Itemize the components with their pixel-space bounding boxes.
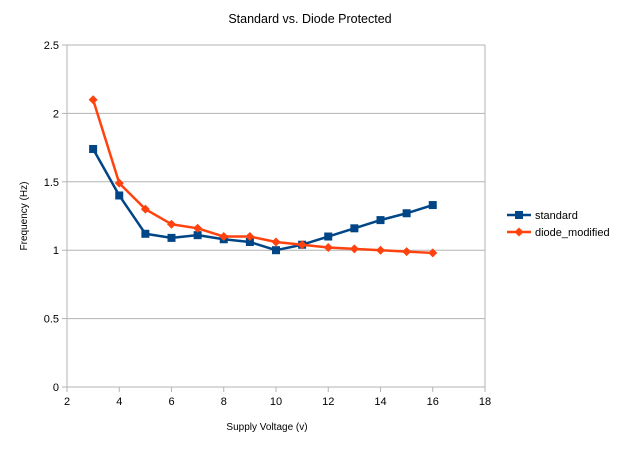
data-point — [245, 232, 255, 242]
data-point — [428, 248, 438, 258]
grid — [67, 44, 485, 388]
x-tick-label: 14 — [374, 396, 386, 408]
y-tick-label: 0 — [53, 382, 59, 394]
y-axis-ticks: 0 0.5 1 1.5 2 2.5 — [44, 40, 67, 394]
data-point — [376, 216, 385, 225]
data-point — [140, 204, 150, 214]
series-line — [92, 148, 434, 252]
data-point — [245, 237, 254, 246]
chart-title: Standard vs. Diode Protected — [228, 12, 391, 26]
data-point — [141, 229, 150, 238]
x-tick-label: 18 — [479, 396, 491, 408]
x-axis-label: Supply Voltage (v) — [226, 422, 307, 433]
x-tick-label: 4 — [116, 396, 122, 408]
data-point — [323, 242, 333, 252]
x-tick-label: 12 — [322, 396, 334, 408]
data-point — [115, 191, 124, 200]
y-tick-label: 0.5 — [44, 314, 59, 326]
legend-item-standard: standard — [507, 210, 578, 222]
data-point — [193, 223, 203, 233]
data-point — [350, 224, 359, 233]
y-tick-label: 1 — [53, 245, 59, 257]
data-point — [167, 219, 176, 229]
x-tick-label: 2 — [64, 396, 70, 408]
data-point — [167, 233, 176, 242]
data-point — [402, 209, 411, 218]
data-point — [219, 232, 229, 242]
x-tick-label: 10 — [270, 396, 282, 408]
data-point — [297, 240, 307, 250]
x-tick-label: 16 — [427, 396, 439, 408]
legend-label: diode_modified — [535, 227, 610, 239]
data-point — [89, 144, 98, 153]
x-axis-ticks: 2 4 6 8 10 12 14 16 18 — [64, 387, 491, 408]
data-point — [193, 231, 202, 240]
series-layer — [88, 95, 438, 258]
x-tick-label: 8 — [221, 396, 227, 408]
legend: standard diode_modified — [507, 210, 610, 239]
y-tick-label: 2.5 — [44, 40, 59, 52]
series-diode_modified — [88, 95, 438, 258]
data-point — [376, 245, 385, 255]
legend-item-diode_modified: diode_modified — [507, 227, 610, 239]
data-point — [272, 246, 280, 255]
legend-marker — [514, 227, 524, 237]
series-line — [91, 99, 433, 255]
data-point — [349, 244, 359, 254]
data-point — [114, 178, 124, 188]
legend-label: standard — [535, 210, 578, 222]
data-point — [88, 95, 98, 105]
y-tick-label: 2 — [53, 108, 59, 120]
y-axis-label: Frequency (Hz) — [19, 182, 30, 251]
x-tick-label: 6 — [168, 396, 174, 408]
data-point — [271, 237, 281, 247]
data-point — [428, 201, 437, 210]
legend-marker — [515, 211, 523, 219]
y-tick-label: 1.5 — [44, 177, 59, 189]
series-standard — [89, 144, 437, 255]
axes — [66, 45, 486, 387]
data-point — [324, 232, 333, 241]
data-point — [402, 247, 412, 257]
